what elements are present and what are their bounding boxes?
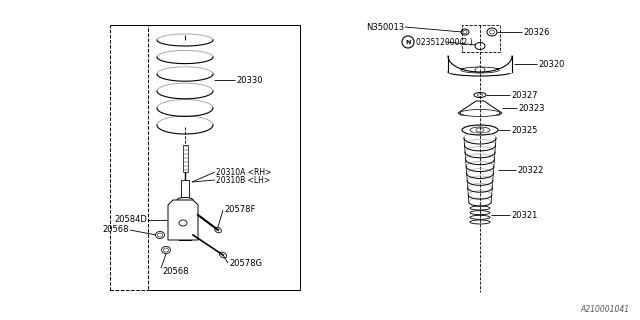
Ellipse shape xyxy=(477,94,483,96)
Ellipse shape xyxy=(476,128,484,132)
Text: 20310A <RH>: 20310A <RH> xyxy=(216,167,271,177)
Text: 20584D: 20584D xyxy=(114,215,147,225)
Text: 20568: 20568 xyxy=(102,226,129,235)
Ellipse shape xyxy=(157,233,163,237)
Ellipse shape xyxy=(470,220,490,224)
Bar xyxy=(179,200,191,240)
Polygon shape xyxy=(458,101,502,115)
Text: 20326: 20326 xyxy=(523,28,550,36)
Text: 20330: 20330 xyxy=(236,76,262,84)
Text: 20320: 20320 xyxy=(538,60,564,68)
Ellipse shape xyxy=(490,30,495,34)
Text: N: N xyxy=(405,39,411,44)
Text: 20568: 20568 xyxy=(162,268,189,276)
Bar xyxy=(182,145,188,172)
Ellipse shape xyxy=(475,43,485,50)
Ellipse shape xyxy=(448,68,512,76)
Text: 20327: 20327 xyxy=(511,91,538,100)
Ellipse shape xyxy=(470,206,490,210)
Circle shape xyxy=(402,36,414,48)
Ellipse shape xyxy=(461,29,469,35)
Ellipse shape xyxy=(462,125,498,135)
Bar xyxy=(181,180,189,200)
Ellipse shape xyxy=(220,252,227,258)
Ellipse shape xyxy=(463,30,467,34)
Ellipse shape xyxy=(178,206,192,210)
Text: 20323: 20323 xyxy=(518,103,545,113)
Ellipse shape xyxy=(215,227,221,233)
Ellipse shape xyxy=(460,109,500,116)
Ellipse shape xyxy=(470,127,490,133)
Ellipse shape xyxy=(179,220,187,226)
Text: 20322: 20322 xyxy=(517,165,543,174)
Text: 023512000(2 ): 023512000(2 ) xyxy=(416,37,472,46)
Ellipse shape xyxy=(163,248,168,252)
Ellipse shape xyxy=(474,92,486,98)
Text: A210001041: A210001041 xyxy=(581,305,630,314)
Text: 20325: 20325 xyxy=(511,125,538,134)
Polygon shape xyxy=(168,200,198,240)
Ellipse shape xyxy=(461,67,499,73)
Ellipse shape xyxy=(156,231,164,238)
Text: 20578G: 20578G xyxy=(229,259,262,268)
Text: 20321: 20321 xyxy=(511,211,538,220)
Text: 20578F: 20578F xyxy=(224,205,255,214)
Text: N350013: N350013 xyxy=(366,22,404,31)
Ellipse shape xyxy=(470,211,490,215)
Text: 20310B <LH>: 20310B <LH> xyxy=(216,175,270,185)
Ellipse shape xyxy=(161,246,170,253)
Ellipse shape xyxy=(475,67,485,73)
Ellipse shape xyxy=(487,28,497,36)
Ellipse shape xyxy=(470,215,490,219)
Ellipse shape xyxy=(177,197,193,203)
